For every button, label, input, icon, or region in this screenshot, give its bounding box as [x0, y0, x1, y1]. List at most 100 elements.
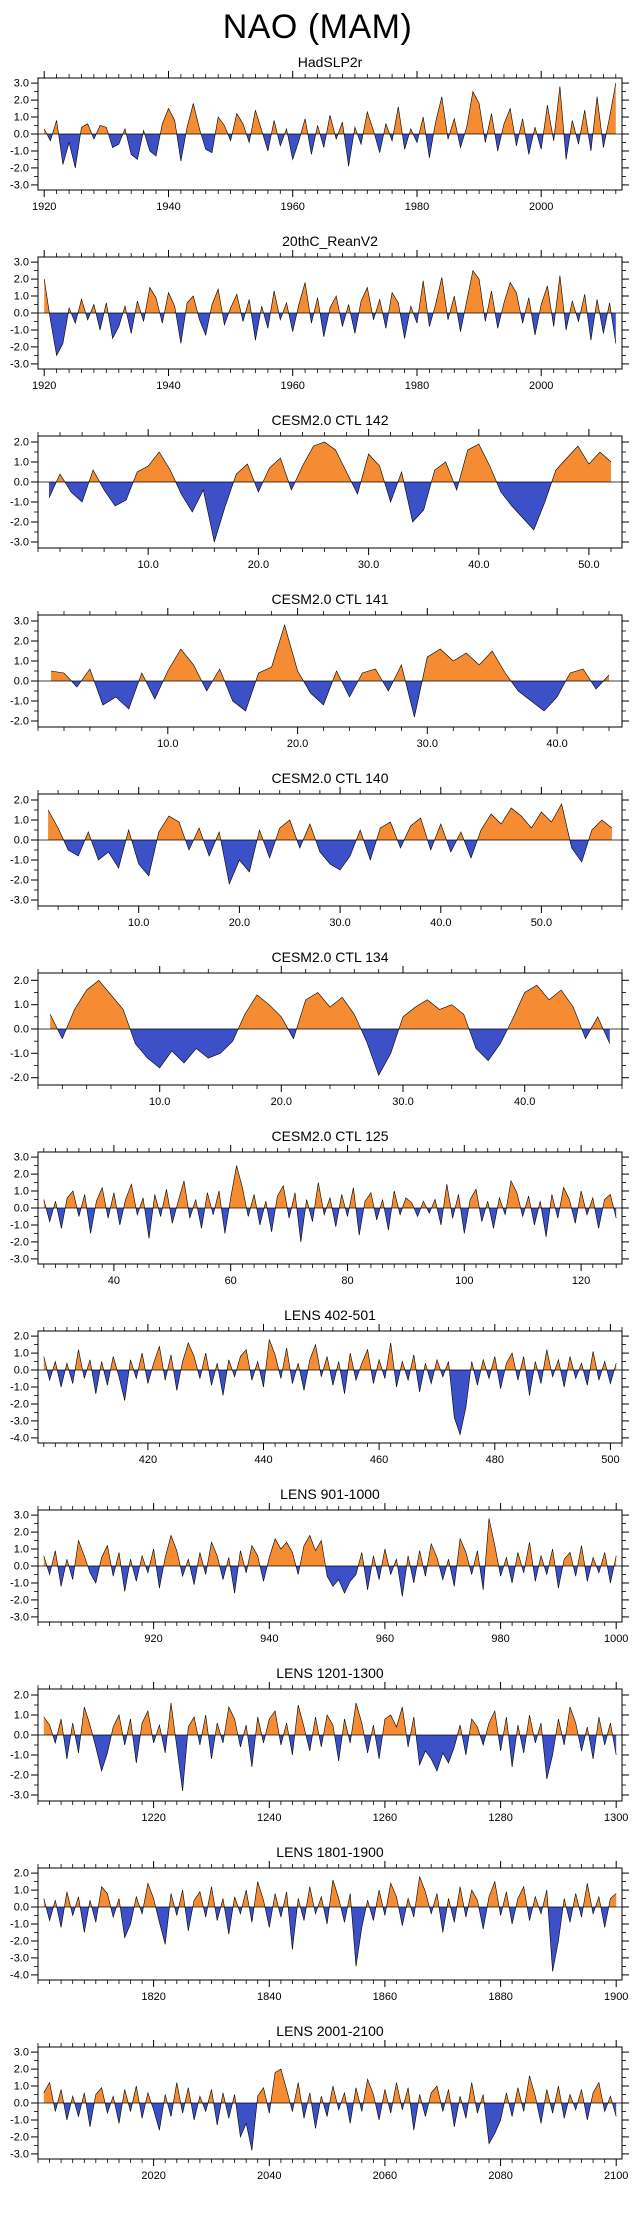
y-tick-label: -3.0 — [10, 1415, 29, 1427]
chart-panel: 20thC_ReanV2 1920 1940 1960 1980 20003.02.01… — [10, 233, 629, 392]
x-tick-label: 10.0 — [137, 559, 158, 571]
series-outline — [43, 1876, 617, 1972]
x-tick-label: 10.0 — [157, 738, 178, 750]
panel-title: CESM2.0 CTL 142 — [272, 412, 389, 428]
y-tick-label: 0.0 — [14, 1203, 29, 1215]
y-tick-label: 1.0 — [14, 1544, 29, 1556]
positive-area — [51, 625, 609, 681]
y-tick-label: -2.0 — [10, 1594, 29, 1606]
y-tick-label: 1.0 — [14, 457, 29, 469]
negative-area — [43, 1370, 617, 1435]
x-tick-label: 50.0 — [578, 559, 599, 571]
positive-area — [44, 270, 616, 313]
panel-title: LENS 901-1000 — [280, 1486, 380, 1502]
x-tick-label: 1980 — [405, 380, 429, 392]
x-tick-label: 920 — [144, 1633, 162, 1645]
y-tick-label: -1.0 — [10, 696, 29, 708]
x-tick-label: 420 — [139, 1454, 157, 1466]
chart-panel: CESM2.0 CTL 142 10.0 20.0 30.0 40.0 50.0 2.0 1… — [10, 412, 629, 571]
y-tick-label: -3.0 — [10, 358, 29, 370]
y-tick-label: 0.0 — [14, 308, 29, 320]
y-tick-label: 1.0 — [14, 656, 29, 668]
y-tick-label: 1.0 — [14, 999, 29, 1011]
x-tick-label: 40.0 — [468, 559, 489, 571]
y-tick-label: -2.0 — [10, 1936, 29, 1948]
y-tick-label: -1.0 — [10, 1048, 29, 1060]
x-tick-label: 480 — [486, 1454, 504, 1466]
y-tick-label: 0.0 — [14, 1024, 29, 1036]
axis-ticks: 2020 2040 2060 2080 2100 3.0 2.0 1.0 0.0 -1.0 -2.0… — [10, 2040, 629, 2182]
panel-title: CESM2.0 CTL 125 — [272, 1128, 389, 1144]
y-tick-label: 2.0 — [14, 1331, 29, 1343]
x-tick-label: 2000 — [529, 201, 553, 213]
x-tick-label: 1920 — [32, 380, 56, 392]
series-outline — [48, 441, 612, 543]
x-tick-label: 1960 — [280, 380, 304, 392]
positive-area — [50, 980, 610, 1029]
figure-title: NAO (MAM) — [222, 8, 413, 46]
y-tick-label: 3.0 — [14, 2047, 29, 2059]
y-tick-label: -2.0 — [10, 162, 29, 174]
panel-title: LENS 2001-2100 — [276, 2023, 384, 2039]
series-outline — [43, 1339, 617, 1436]
negative-area — [51, 681, 609, 717]
panel-title: HadSLP2r — [298, 54, 363, 70]
y-tick-label: 2.0 — [14, 1169, 29, 1181]
x-tick-label: 10.0 — [128, 917, 149, 929]
x-tick-label: 20.0 — [287, 738, 308, 750]
y-tick-label: 3.0 — [14, 1152, 29, 1164]
y-tick-label: -3.0 — [10, 537, 29, 549]
y-tick-label: -2.0 — [10, 875, 29, 887]
y-tick-label: 0.0 — [14, 1730, 29, 1742]
y-tick-label: 2.0 — [14, 1868, 29, 1880]
series-outline — [43, 83, 617, 168]
y-tick-label: -1.0 — [10, 1919, 29, 1931]
x-tick-label: 1820 — [141, 1991, 165, 2003]
y-tick-label: 0.0 — [14, 2098, 29, 2110]
y-tick-label: 3.0 — [14, 616, 29, 628]
y-tick-label: 1.0 — [14, 112, 29, 124]
series-outline — [43, 1518, 617, 1597]
x-tick-label: 50.0 — [531, 917, 552, 929]
axis-ticks: 1220 1240 1260 1280 1300 2.0 1.0 0.0 -1.0 -2.0 -3.… — [10, 1682, 629, 1824]
y-tick-label: -1.0 — [10, 146, 29, 158]
panel-title: CESM2.0 CTL 140 — [272, 770, 389, 786]
y-tick-label: 1.0 — [14, 1186, 29, 1198]
chart-panel: CESM2.0 CTL 134 10.0 20.0 30.0 40.0 2.0 1.0 0.… — [10, 949, 629, 1108]
y-tick-label: 0.0 — [14, 1365, 29, 1377]
panel-title: CESM2.0 CTL 141 — [272, 591, 389, 607]
axis-ticks: 10.0 20.0 30.0 40.0 2.0 1.0 0.0 -1.0 -2.0 — [10, 966, 629, 1108]
x-tick-label: 960 — [376, 1633, 394, 1645]
y-tick-label: 2.0 — [14, 437, 29, 449]
y-tick-label: 0.0 — [14, 129, 29, 141]
chart-panel: CESM2.0 CTL 125 40 60 80 100 120 3.0 2.0 1.0 0.0… — [10, 1128, 629, 1287]
panel-title: 20thC_ReanV2 — [282, 233, 378, 249]
x-tick-label: 40.0 — [546, 738, 567, 750]
series-outline — [47, 803, 613, 886]
series-outline — [43, 2068, 617, 2151]
x-tick-label: 1940 — [156, 201, 180, 213]
y-tick-label: -3.0 — [10, 895, 29, 907]
x-tick-label: 1980 — [405, 201, 429, 213]
y-tick-label: -2.0 — [10, 1399, 29, 1411]
positive-area — [43, 2069, 617, 2103]
y-tick-label: 2.0 — [14, 2064, 29, 2076]
x-tick-label: 1920 — [32, 201, 56, 213]
x-tick-label: 120 — [572, 1275, 590, 1287]
y-tick-label: -1.0 — [10, 2115, 29, 2127]
x-tick-label: 980 — [491, 1633, 509, 1645]
y-tick-label: 2.0 — [14, 274, 29, 286]
x-tick-label: 2060 — [373, 2170, 397, 2182]
axis-ticks: 1920 1940 1960 1980 2000 3.0 2.0 1.0 0.0 -1.0 -2.0… — [10, 250, 629, 392]
x-tick-label: 1300 — [604, 1812, 628, 1824]
x-tick-label: 30.0 — [358, 559, 379, 571]
x-tick-label: 40 — [108, 1275, 120, 1287]
y-tick-label: 3.0 — [14, 1510, 29, 1522]
x-tick-label: 20.0 — [248, 559, 269, 571]
y-tick-label: 3.0 — [14, 78, 29, 90]
chart-panel: LENS 1201-1300 1220 1240 1260 1280 1300 2.0 1.… — [10, 1665, 629, 1824]
y-tick-label: 1.0 — [14, 1885, 29, 1897]
negative-area — [50, 1029, 610, 1076]
chart-panel: LENS 1801-1900 1820 1840 1860 1880 1900 2.0 1.… — [10, 1844, 629, 2003]
x-tick-label: 10.0 — [149, 1096, 170, 1108]
